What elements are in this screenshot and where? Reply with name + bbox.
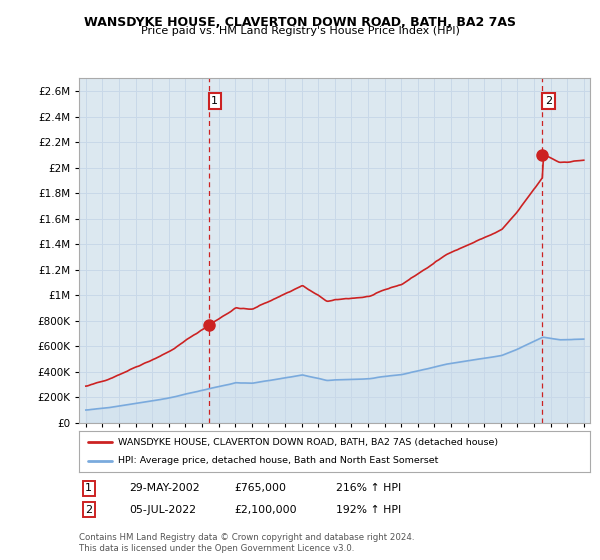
Text: HPI: Average price, detached house, Bath and North East Somerset: HPI: Average price, detached house, Bath… <box>118 456 438 465</box>
Text: WANSDYKE HOUSE, CLAVERTON DOWN ROAD, BATH, BA2 7AS (detached house): WANSDYKE HOUSE, CLAVERTON DOWN ROAD, BAT… <box>118 437 497 446</box>
Text: £2,100,000: £2,100,000 <box>234 505 296 515</box>
Text: 216% ↑ HPI: 216% ↑ HPI <box>336 483 401 493</box>
Text: 1: 1 <box>85 483 92 493</box>
Text: Contains HM Land Registry data © Crown copyright and database right 2024.
This d: Contains HM Land Registry data © Crown c… <box>79 533 415 553</box>
Text: Price paid vs. HM Land Registry's House Price Index (HPI): Price paid vs. HM Land Registry's House … <box>140 26 460 36</box>
Text: WANSDYKE HOUSE, CLAVERTON DOWN ROAD, BATH, BA2 7AS: WANSDYKE HOUSE, CLAVERTON DOWN ROAD, BAT… <box>84 16 516 29</box>
Text: 1: 1 <box>211 96 218 106</box>
Text: 05-JUL-2022: 05-JUL-2022 <box>129 505 196 515</box>
Text: 2: 2 <box>545 96 552 106</box>
Text: 192% ↑ HPI: 192% ↑ HPI <box>336 505 401 515</box>
Text: 29-MAY-2002: 29-MAY-2002 <box>129 483 200 493</box>
Text: £765,000: £765,000 <box>234 483 286 493</box>
Text: 2: 2 <box>85 505 92 515</box>
